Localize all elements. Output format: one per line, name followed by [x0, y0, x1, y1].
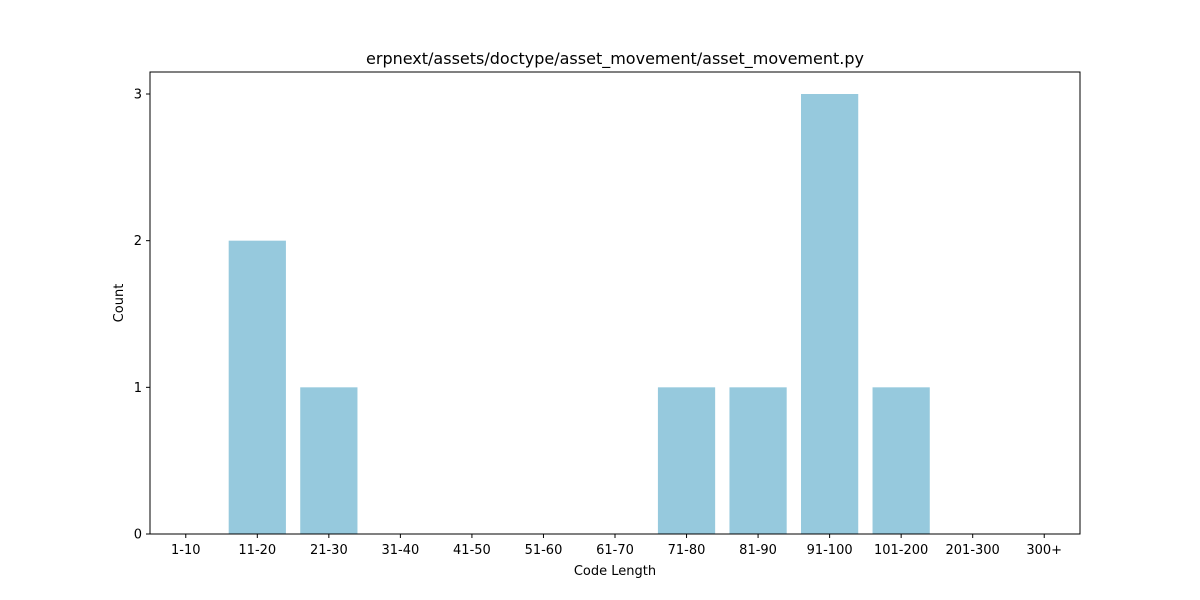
- x-tick-label: 41-50: [453, 543, 491, 558]
- bars-layer: [228, 94, 930, 535]
- x-tick-label: 300+: [1026, 543, 1062, 558]
- y-tick-label: 0: [134, 528, 142, 543]
- bar-101-200: [872, 387, 930, 534]
- bar-11-20: [228, 240, 286, 535]
- x-axis-ticks: 1-10 11-20 21-30 31-40 41-50 51-60 61-70 71-80 8…: [171, 534, 1062, 558]
- x-tick-label: 31-40: [381, 543, 419, 558]
- x-tick-label: 71-80: [668, 543, 706, 558]
- y-tick-label: 3: [134, 88, 142, 103]
- x-tick-label: 51-60: [525, 543, 563, 558]
- chart-title: erpnext/assets/doctype/asset_movement/as…: [366, 49, 864, 69]
- x-tick-label: 101-200: [874, 543, 928, 558]
- bar-71-80: [657, 387, 716, 534]
- plot-frame: [149, 71, 1081, 535]
- bar-81-90: [729, 387, 787, 534]
- x-tick-label: 1-10: [171, 543, 201, 558]
- y-tick-label: 2: [134, 234, 142, 249]
- x-tick-label: 81-90: [739, 543, 777, 558]
- bar-91-100: [801, 94, 859, 534]
- x-tick-label: 11-20: [238, 543, 276, 558]
- x-tick-label: 201-300: [946, 543, 1000, 558]
- y-tick-label: 1: [134, 381, 142, 396]
- x-tick-label: 21-30: [310, 543, 348, 558]
- x-tick-label: 91-100: [807, 543, 853, 558]
- bar-21-30: [300, 387, 358, 534]
- x-axis-label: Code Length: [574, 564, 656, 579]
- y-axis-label: Count: [112, 284, 127, 323]
- y-axis-ticks: 0 1 2 3: [134, 88, 150, 543]
- x-tick-label: 61-70: [596, 543, 634, 558]
